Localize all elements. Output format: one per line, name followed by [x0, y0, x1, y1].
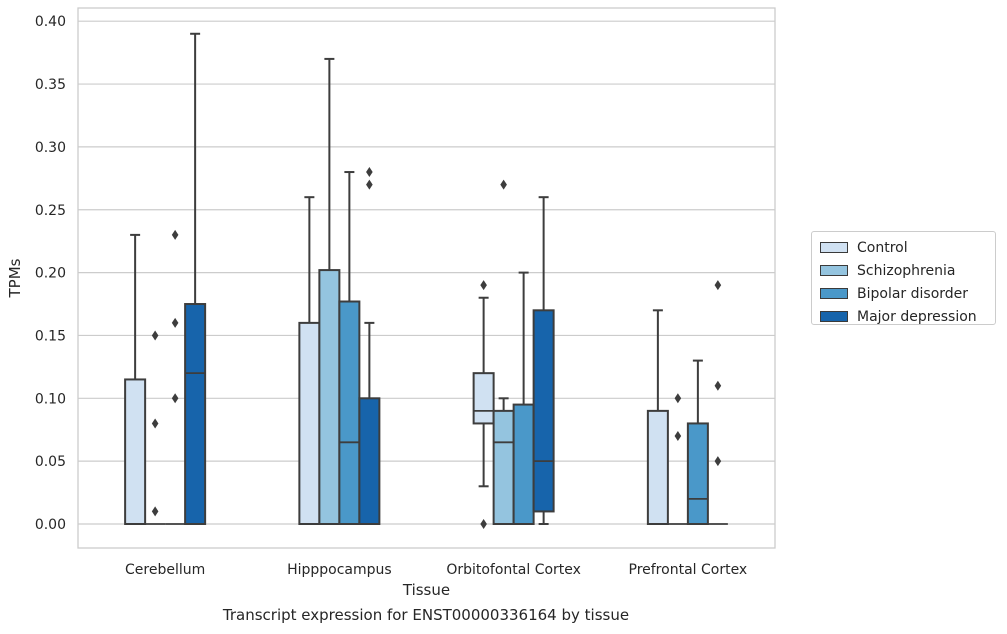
figure-caption: Transcript expression for ENST0000033616… [222, 606, 630, 624]
outlier-point [674, 393, 682, 404]
outlier-point [171, 393, 179, 404]
outlier-point [714, 280, 722, 291]
box-body [184, 303, 207, 525]
box-control [646, 309, 669, 525]
y-tick-label: 0.20 [35, 266, 66, 282]
box-body [318, 269, 341, 525]
x-tick-label: Orbitofontal Cortex [446, 562, 581, 578]
outlier-point [171, 229, 179, 240]
box-control [472, 280, 495, 529]
box-schizophrenia [318, 57, 341, 525]
y-tick-labels: 0.00 0.05 0.10 0.15 0.20 0.25 0.30 0.35 0.40 [35, 14, 66, 533]
box-major-depression [184, 32, 207, 525]
box-bipolar-disorder [686, 359, 709, 525]
outlier-point [480, 519, 487, 529]
legend-item-control: Control [818, 236, 989, 259]
outlier-point [151, 330, 159, 341]
y-tick-label: 0.30 [35, 140, 66, 156]
x-axis-label: Tissue [402, 581, 450, 599]
box-body [472, 372, 495, 425]
grid-lines [78, 20, 775, 525]
box-body [358, 397, 381, 525]
outlier-point [674, 431, 682, 442]
legend-item-major-depression: Major depression [818, 305, 989, 328]
box-body [124, 378, 147, 525]
legend-label-bipolar-disorder: Bipolar disorder [857, 285, 969, 302]
y-tick-label: 0.40 [35, 14, 66, 30]
box-schizophrenia [667, 393, 688, 525]
y-tick-label: 0.00 [35, 517, 66, 533]
legend-label-control: Control [857, 239, 908, 256]
legend-label-schizophrenia: Schizophrenia [857, 262, 956, 279]
box-bipolar-disorder [165, 229, 186, 525]
y-axis-label: TPMs [6, 258, 24, 298]
legend-item-schizophrenia: Schizophrenia [818, 259, 989, 282]
legend-label-major-depression: Major depression [857, 308, 977, 325]
outlier-point [714, 456, 722, 467]
box-major-depression [358, 167, 381, 525]
box-body [512, 403, 535, 525]
box-major-depression [707, 280, 728, 525]
box-series [124, 32, 728, 529]
box-schizophrenia [492, 179, 515, 525]
y-tick-label: 0.35 [35, 77, 66, 93]
x-tick-label: Hipppocampus [287, 562, 392, 578]
y-tick-label: 0.15 [35, 328, 66, 344]
outlier-point [480, 280, 487, 291]
box-body [338, 300, 361, 525]
legend-item-bipolar-disorder: Bipolar disorder [818, 282, 989, 305]
box-major-depression [532, 196, 555, 525]
x-tick-label: Cerebellum [125, 562, 205, 578]
plot-frame [77, 7, 776, 549]
outlier-point [500, 179, 507, 190]
box-body [492, 409, 515, 525]
box-body [532, 309, 555, 513]
legend-swatch-major-depression [820, 311, 848, 322]
box-control [124, 233, 147, 525]
y-tick-label: 0.25 [35, 203, 66, 219]
legend-swatch-schizophrenia [820, 265, 848, 276]
box-control [298, 196, 321, 525]
legend-swatch-bipolar-disorder [820, 288, 848, 299]
legend-swatch-control [820, 242, 848, 253]
outlier-point [366, 179, 373, 190]
box-bipolar-disorder [512, 271, 535, 525]
outlier-point [151, 506, 159, 517]
box-bipolar-disorder [338, 171, 361, 525]
y-tick-label: 0.10 [35, 391, 66, 407]
box-body [298, 321, 321, 525]
box-body [686, 422, 709, 525]
outlier-point [151, 418, 159, 429]
outlier-point [366, 167, 373, 178]
outlier-point [714, 380, 722, 391]
x-tick-labels: Cerebellum Hipppocampus Orbitofontal Corte… [125, 562, 747, 578]
legend: Control Schizophrenia Bipolar disorder M… [811, 231, 996, 325]
x-tick-label: Prefrontal Cortex [629, 562, 748, 578]
outlier-point [171, 317, 179, 328]
y-tick-label: 0.05 [35, 454, 66, 470]
box-body [646, 409, 669, 525]
box-schizophrenia [145, 330, 166, 525]
